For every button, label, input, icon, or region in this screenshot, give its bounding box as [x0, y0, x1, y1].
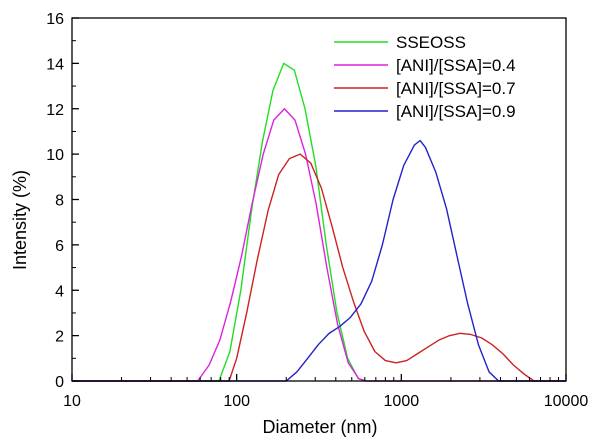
x-tick-label: 10000 — [544, 393, 589, 410]
y-tick-label: 12 — [46, 102, 64, 119]
y-tick-label: 14 — [46, 56, 64, 73]
x-tick-label: 100 — [223, 393, 250, 410]
y-axis: 0 2 4 6 8 10 12 14 16 — [46, 11, 79, 391]
y-tick-label: 6 — [55, 238, 64, 255]
y-tick-label: 4 — [55, 283, 64, 300]
legend-label: [ANI]/[SSA]=0.4 — [396, 56, 516, 75]
y-tick-label: 0 — [55, 374, 64, 391]
series-line-3 — [72, 153, 566, 382]
series-line-1 — [72, 62, 566, 382]
x-tick-label: 1000 — [384, 393, 420, 410]
y-axis-label: Intensity (%) — [10, 170, 30, 270]
legend: SSEOSS [ANI]/[SSA]=0.4 [ANI]/[SSA]=0.7 [ANI… — [334, 33, 516, 121]
series-line-2 — [72, 108, 566, 382]
series-layer — [72, 62, 566, 382]
y-tick-label: 16 — [46, 11, 64, 28]
y-tick-label: 8 — [55, 193, 64, 210]
legend-label: [ANI]/[SSA]=0.9 — [396, 102, 516, 121]
legend-label: SSEOSS — [396, 33, 466, 52]
y-tick-label: 2 — [55, 329, 64, 346]
legend-label: [ANI]/[SSA]=0.7 — [396, 79, 516, 98]
series-line-4 — [72, 139, 566, 382]
x-axis-label: Diameter (nm) — [262, 417, 377, 437]
x-tick-label: 10 — [63, 393, 81, 410]
x-axis: 10 100 1000 10000 — [63, 374, 588, 410]
y-tick-label: 10 — [46, 147, 64, 164]
